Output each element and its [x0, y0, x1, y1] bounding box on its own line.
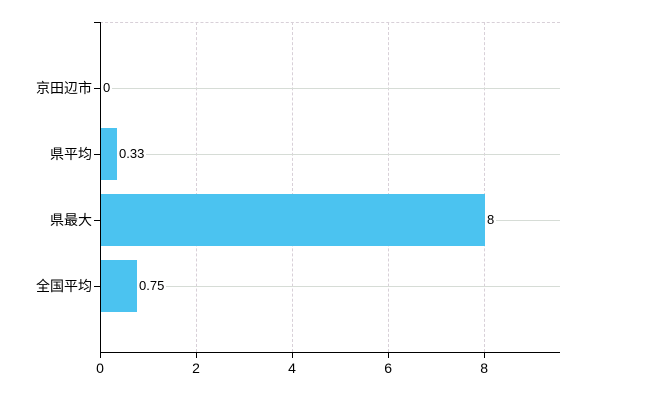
x-axis-line [100, 352, 560, 353]
bar [101, 128, 117, 180]
y-axis-line [100, 22, 101, 353]
x-tick-label: 4 [288, 360, 296, 376]
category-label: 県平均 [50, 146, 92, 162]
x-tick-label: 2 [192, 360, 200, 376]
value-label: 0.33 [117, 146, 147, 162]
x-axis-tick [292, 352, 294, 358]
x-tick-label: 8 [480, 360, 489, 376]
category-label: 全国平均 [36, 278, 92, 294]
y-axis-tick [94, 286, 100, 287]
vertical-gridline [484, 22, 486, 352]
y-axis-top-tick [94, 22, 100, 23]
plot-area [100, 22, 560, 352]
x-axis-tick [196, 352, 198, 358]
vertical-gridline [292, 22, 294, 352]
bar [101, 194, 485, 246]
horizontal-gridline [100, 286, 560, 287]
category-label: 県最大 [50, 212, 92, 228]
x-axis-tick [100, 352, 101, 358]
x-axis-tick [484, 352, 486, 358]
category-label: 京田辺市 [36, 80, 92, 96]
vertical-gridline [196, 22, 198, 352]
horizontal-gridline [100, 88, 560, 89]
value-label: 0 [101, 80, 113, 96]
vertical-gridline [388, 22, 390, 352]
x-tick-label: 6 [384, 360, 392, 376]
bar [101, 260, 137, 312]
y-axis-tick [94, 154, 100, 155]
value-label: 8 [485, 212, 497, 228]
y-axis-tick [94, 88, 100, 89]
y-axis-tick [94, 220, 100, 221]
x-axis-tick [388, 352, 390, 358]
horizontal-gridline [100, 154, 560, 155]
value-label: 0.75 [137, 278, 167, 294]
x-tick-label: 0 [96, 360, 104, 376]
